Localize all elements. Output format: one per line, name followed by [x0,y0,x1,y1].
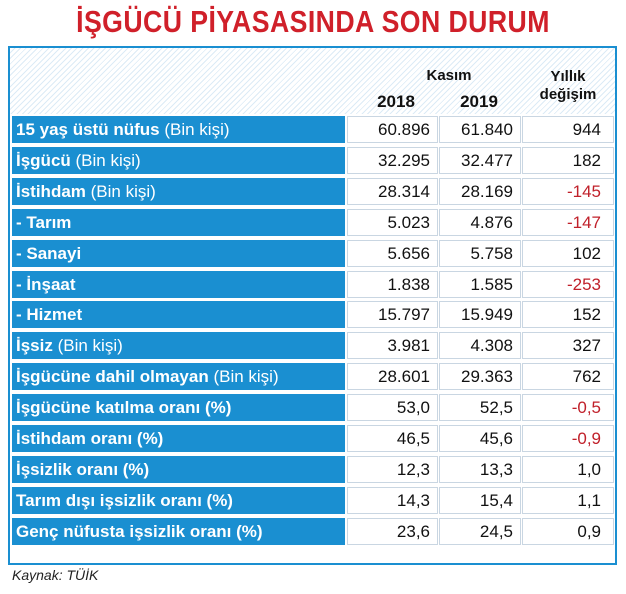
value-annual-change: 182 [522,146,614,174]
value-2019: 24,5 [439,517,521,545]
value-2018: 12,3 [347,455,438,483]
row-label: - İnşaat [12,270,345,298]
value-annual-change: 1,0 [522,455,614,483]
header-annual-change: Yıllık değişim [522,68,614,104]
value-2018: 5.656 [347,239,438,267]
value-2019: 61.840 [439,116,521,143]
table-row: 15 yaş üstü nüfus (Bin kişi) 60.896 61.840… [10,116,615,143]
page-title: İŞGÜCÜ PİYASASINDA SON DURUM [76,4,550,39]
value-2019: 29.363 [439,363,521,391]
row-label-main: İşgücüne dahil olmayan [16,367,209,387]
table-row: - Hizmet 15.797 15.949 152 [10,301,615,329]
value-2018: 60.896 [347,116,438,143]
row-label-main: İşsiz [16,336,53,356]
value-2018: 15.797 [347,301,438,329]
row-label-unit: (Bin kişi) [159,120,230,139]
value-annual-change: 0,9 [522,517,614,545]
value-annual-change: -0,5 [522,394,614,422]
table-header: Kasım 2018 2019 Yıllık değişim [10,48,615,114]
row-label-main: - İnşaat [16,274,76,294]
value-2018: 1.838 [347,270,438,298]
row-label-unit: (Bin kişi) [52,336,123,356]
row-label: İşgücüne katılma oranı (%) [12,394,345,422]
row-label: - Sanayi [12,239,345,267]
row-label: Genç nüfusta işsizlik oranı (%) [12,517,345,545]
value-annual-change: 1,1 [522,486,614,514]
row-label: - Hizmet [12,301,345,329]
table-row: - Tarım 5.023 4.876 -147 [10,208,615,236]
value-2019: 4.308 [439,332,521,360]
value-2018: 23,6 [347,517,438,545]
value-annual-change: 327 [522,332,614,360]
row-label-unit: (Bin kişi) [70,150,141,170]
row-label: İşsiz (Bin kişi) [12,332,345,360]
row-label-main: Tarım dışı işsizlik oranı (%) [16,490,233,510]
table-row: İstihdam (Bin kişi) 28.314 28.169 -145 [10,177,615,205]
value-annual-change: -253 [522,270,614,298]
source-note: Kaynak: TÜİK [12,567,99,583]
row-label: 15 yaş üstü nüfus (Bin kişi) [12,116,345,143]
value-2019: 45,6 [439,425,521,452]
value-2018: 14,3 [347,486,438,514]
row-label: Tarım dışı işsizlik oranı (%) [12,486,345,514]
row-label-main: 15 yaş üstü nüfus [16,120,160,139]
row-label-unit: (Bin kişi) [85,181,156,201]
value-2019: 15,4 [439,486,521,514]
table-row: İşsiz (Bin kişi) 3.981 4.308 327 [10,332,615,360]
table-row: Genç nüfusta işsizlik oranı (%) 23,6 24,5 0… [10,517,615,545]
row-label-main: İşgücü [16,150,71,170]
value-2018: 28.314 [347,177,438,205]
table-row: İşsizlik oranı (%) 12,3 13,3 1,0 [10,455,615,483]
table-row: İşgücüne katılma oranı (%) 53,0 52,5 -0,5 [10,394,615,422]
value-2018: 46,5 [347,425,438,452]
table-frame: Kasım 2018 2019 Yıllık değişim 15 yaş üs… [8,46,617,565]
row-label: İstihdam oranı (%) [12,425,345,452]
row-label-main: Genç nüfusta işsizlik oranı (%) [16,521,263,541]
row-label: İstihdam (Bin kişi) [12,177,345,205]
row-label-main: İşgücüne katılma oranı (%) [16,398,232,418]
table-row: İşgücü (Bin kişi) 32.295 32.477 182 [10,146,615,174]
table-row: İşgücüne dahil olmayan (Bin kişi) 28.601 2… [10,363,615,391]
value-annual-change: 762 [522,363,614,391]
row-label-main: İşsizlik oranı (%) [16,459,150,479]
row-label: İşgücüne dahil olmayan (Bin kişi) [12,363,345,391]
value-2019: 32.477 [439,146,521,174]
value-annual-change: 102 [522,239,614,267]
value-annual-change: -0,9 [522,425,614,452]
table-row: - Sanayi 5.656 5.758 102 [10,239,615,267]
value-annual-change: -147 [522,208,614,236]
value-2019: 28.169 [439,177,521,205]
value-annual-change: -145 [522,177,614,205]
value-annual-change: 944 [522,116,614,143]
value-2018: 32.295 [347,146,438,174]
value-2018: 5.023 [347,208,438,236]
value-2019: 15.949 [439,301,521,329]
header-annual-line2: değişim [539,86,597,103]
row-label: İşsizlik oranı (%) [12,455,345,483]
header-year-2018: 2018 [377,92,415,111]
value-2019: 1.585 [439,270,521,298]
value-2019: 4.876 [439,208,521,236]
value-2018: 28.601 [347,363,438,391]
row-label-main: - Sanayi [16,243,82,263]
row-label: İşgücü (Bin kişi) [12,146,345,174]
value-annual-change: 152 [522,301,614,329]
table-row: Tarım dışı işsizlik oranı (%) 14,3 15,4 1,1 [10,486,615,514]
row-label-unit: (Bin kişi) [208,367,279,387]
table-row: - İnşaat 1.838 1.585 -253 [10,270,615,298]
value-2018: 53,0 [347,394,438,422]
value-2019: 13,3 [439,455,521,483]
row-label-main: İstihdam oranı (%) [16,429,164,448]
row-label-main: İstihdam [16,181,86,201]
header-year-2019: 2019 [460,92,498,111]
table-row: İstihdam oranı (%) 46,5 45,6 -0,9 [10,425,615,452]
header-annual-line1: Yıllık [550,68,586,85]
value-2019: 52,5 [439,394,521,422]
header-month: Kasım [426,67,472,84]
row-label-main: - Hizmet [16,305,83,325]
row-label: - Tarım [12,208,345,236]
value-2018: 3.981 [347,332,438,360]
value-2019: 5.758 [439,239,521,267]
row-label-main: - Tarım [16,212,72,232]
